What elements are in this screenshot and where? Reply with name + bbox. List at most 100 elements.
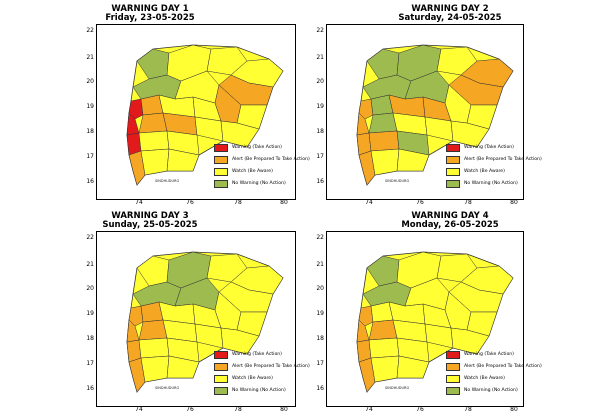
district-coast-3 [358, 150, 376, 186]
district-coast-0 [128, 98, 144, 120]
legend-item-watch: Watch (Be Aware) [446, 375, 566, 384]
district-south_east-3 [166, 148, 200, 172]
legend-label: Alert (Be Prepared To Take Action) [232, 364, 310, 369]
x-tick: 74 [365, 406, 373, 413]
district-inland_west-1 [368, 112, 398, 134]
legend-label: No Warning (No Action) [232, 181, 286, 186]
x-tick: 80 [510, 406, 518, 413]
y-tick: 16 [316, 178, 324, 185]
legend-item-nowarning: No Warning (No Action) [446, 387, 566, 396]
legend-swatch [214, 363, 228, 371]
district-inland_west-2 [368, 337, 400, 359]
legend-item-nowarning: No Warning (No Action) [214, 387, 334, 396]
district-inland_west-1 [368, 319, 398, 341]
district-inland_west-3 [140, 355, 170, 383]
place-label-sindhudurg: SINDHUDURG [385, 386, 410, 390]
legend-swatch [446, 144, 460, 152]
place-label-sindhudurg: SINDHUDURG [155, 386, 180, 390]
y-tick: 21 [86, 54, 94, 61]
y-tick: 17 [316, 153, 324, 160]
x-tick: 80 [280, 199, 288, 206]
district-inland_west-2 [138, 337, 170, 359]
y-tick: 22 [316, 27, 324, 34]
legend-swatch [446, 375, 460, 383]
legend-item-watch: Watch (Be Aware) [214, 375, 334, 384]
panel-date: Saturday, 24-05-2025 [398, 13, 502, 23]
x-tick: 78 [464, 406, 472, 413]
legend-item-alert: Alert (Be Prepared To Take Action) [446, 363, 566, 372]
district-inland_west-1 [138, 112, 168, 134]
y-tick: 21 [316, 261, 324, 268]
legend-item-warning: Warning (Take Action) [446, 351, 566, 360]
legend-label: No Warning (No Action) [232, 388, 286, 393]
legend-label: Watch (Be Aware) [232, 376, 273, 381]
legend-label: Watch (Be Aware) [464, 376, 505, 381]
district-inland_west-2 [138, 130, 170, 152]
y-tick: 21 [86, 261, 94, 268]
legend-item-nowarning: No Warning (No Action) [446, 180, 566, 189]
district-coast-3 [128, 357, 146, 393]
y-tick: 16 [86, 385, 94, 392]
y-tick: 18 [86, 128, 94, 135]
panel-title: WARNING DAY 4 [411, 211, 489, 221]
district-inland_west-3 [140, 148, 170, 176]
legend-swatch [446, 156, 460, 164]
y-tick: 18 [316, 335, 324, 342]
legend-label: Warning (Take Action) [464, 352, 514, 357]
panel-date: Sunday, 25-05-2025 [102, 220, 198, 230]
district-inland_west-2 [368, 130, 400, 152]
y-tick: 20 [86, 285, 94, 292]
place-label-sindhudurg: SINDHUDURG [385, 179, 410, 183]
district-south_east-3 [396, 355, 430, 379]
legend-swatch [214, 156, 228, 164]
y-tick: 22 [86, 234, 94, 241]
legend-label: Warning (Take Action) [232, 352, 282, 357]
warning-map-day-3: WARNING DAY 3 Sunday, 25-05-2025 22 21 2… [0, 207, 309, 413]
legend-label: No Warning (No Action) [464, 388, 518, 393]
legend-item-warning: Warning (Take Action) [446, 144, 566, 153]
y-tick: 17 [86, 360, 94, 367]
y-tick: 21 [316, 54, 324, 61]
y-tick: 20 [316, 285, 324, 292]
legend-swatch [214, 387, 228, 395]
y-tick: 18 [316, 128, 324, 135]
x-tick: 76 [416, 406, 424, 413]
y-tick: 20 [86, 78, 94, 85]
district-inland_west-1 [138, 319, 168, 341]
x-tick: 74 [135, 199, 143, 206]
district-inland_west-3 [370, 148, 400, 176]
legend-swatch [214, 375, 228, 383]
legend-label: Warning (Take Action) [464, 145, 514, 150]
y-tick: 22 [86, 27, 94, 34]
y-tick: 17 [86, 153, 94, 160]
legend-swatch [214, 180, 228, 188]
x-tick: 76 [186, 406, 194, 413]
legend-swatch [446, 168, 460, 176]
district-coast-3 [358, 357, 376, 393]
district-coast-0 [358, 98, 374, 120]
district-south_east-3 [396, 148, 430, 172]
y-tick: 16 [86, 178, 94, 185]
legend-swatch [446, 363, 460, 371]
legend-item-nowarning: No Warning (No Action) [214, 180, 334, 189]
x-tick: 80 [280, 406, 288, 413]
legend-label: No Warning (No Action) [464, 181, 518, 186]
x-tick: 78 [234, 406, 242, 413]
district-south_east-2 [450, 120, 490, 148]
legend-swatch [446, 180, 460, 188]
legend-label: Alert (Be Prepared To Take Action) [464, 157, 542, 162]
warning-map-day-1: WARNING DAY 1 Friday, 23-05-2025 22 21 2… [0, 0, 309, 207]
x-tick: 76 [416, 199, 424, 206]
x-tick: 74 [135, 406, 143, 413]
x-tick: 80 [510, 199, 518, 206]
district-coast-0 [128, 305, 144, 327]
y-tick: 17 [316, 360, 324, 367]
legend-item-alert: Alert (Be Prepared To Take Action) [214, 363, 334, 372]
legend-item-watch: Watch (Be Aware) [214, 168, 334, 177]
legend-swatch [214, 144, 228, 152]
panel-date: Friday, 23-05-2025 [105, 13, 195, 23]
map-area: SINDHUDURG [96, 231, 296, 407]
legend-label: Watch (Be Aware) [464, 169, 505, 174]
place-label-sindhudurg: SINDHUDURG [155, 179, 180, 183]
y-tick: 18 [86, 335, 94, 342]
